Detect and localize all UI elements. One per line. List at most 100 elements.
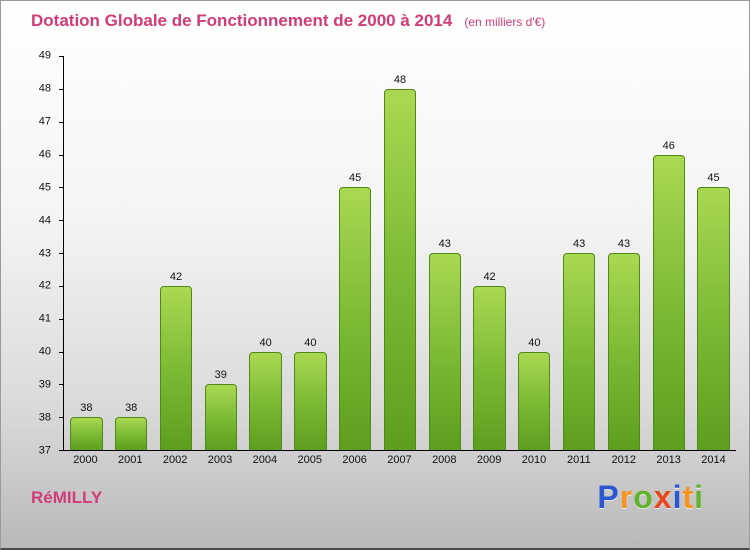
bar	[339, 187, 372, 450]
y-tick-mark	[59, 253, 64, 254]
y-tick-mark	[59, 187, 64, 189]
bar-value-label: 46	[662, 139, 675, 152]
y-tick-mark	[59, 417, 64, 419]
bar-slot: 38	[64, 56, 109, 450]
x-tick-label: 2014	[701, 454, 726, 466]
bar-value-label: 45	[707, 172, 720, 185]
bar	[383, 88, 417, 450]
bar	[159, 285, 193, 450]
bar-value-label: 42	[169, 270, 183, 283]
bar	[115, 417, 148, 450]
bar-slot: 39	[198, 56, 243, 450]
bar	[473, 285, 506, 450]
bar-slot: 40	[243, 56, 288, 450]
x-axis-labels: 2000 2001 2002 2003 2004 2005 2006 2007 2008 2009…	[63, 454, 736, 466]
bar-value-label: 48	[393, 73, 407, 86]
bar-value-label: 42	[483, 270, 496, 283]
x-tick-label: 2009	[476, 454, 502, 466]
logo-letter: x	[653, 479, 673, 515]
bar	[294, 351, 327, 450]
x-tick-label: 2012	[611, 454, 636, 466]
bar-slot: 46	[646, 56, 691, 450]
x-tick-label: 2007	[387, 454, 412, 466]
bar-slot: 43	[602, 56, 647, 450]
x-tick-label: 2004	[252, 454, 278, 466]
y-tick-label: 38	[38, 411, 51, 424]
bar	[518, 351, 551, 450]
bar-slot: 43	[557, 56, 602, 450]
y-tick-label: 37	[38, 444, 51, 457]
x-tick-label: 2003	[207, 454, 233, 466]
bar	[428, 253, 461, 450]
bar-value-label: 43	[573, 238, 586, 250]
y-tick-label: 47	[38, 115, 51, 128]
bar-slot: 48	[378, 56, 423, 450]
y-tick-mark	[59, 285, 64, 287]
x-tick-label: 2002	[162, 454, 188, 466]
chart-title: Dotation Globale de Fonctionnement de 20…	[31, 11, 453, 30]
y-tick-mark	[59, 88, 64, 90]
bar-slot: 45	[691, 56, 736, 450]
bar	[249, 351, 282, 450]
bar	[697, 187, 730, 450]
bar-slot: 42	[154, 56, 199, 450]
plot-area: 38 38 42 39 40 40 45 48 43 42 40 43 43 46 45	[59, 56, 736, 451]
logo-letter: t	[682, 479, 695, 515]
bar-value-label: 38	[80, 402, 93, 415]
y-tick-label: 42	[38, 279, 51, 292]
logo-letter: r	[619, 479, 634, 515]
location-label: RéMILLY	[31, 488, 103, 507]
bar-value-label: 40	[528, 336, 541, 349]
y-tick-mark	[59, 121, 64, 123]
bar-value-label: 43	[617, 238, 631, 250]
logo-letter: i	[672, 479, 683, 515]
y-axis: 49 48 47 46 45 44 43 42 41 40 39 38 37	[1, 50, 59, 456]
y-tick-mark	[59, 56, 64, 57]
bar-slot: 42	[467, 56, 512, 450]
y-tick-mark	[59, 384, 64, 386]
x-tick-label: 2008	[432, 454, 457, 466]
y-tick-label: 39	[38, 378, 51, 391]
x-tick-label: 2011	[567, 454, 591, 466]
chart-header: Dotation Globale de Fonctionnement de 20…	[31, 11, 545, 31]
y-tick-label: 46	[38, 148, 51, 161]
y-tick-label: 41	[38, 312, 51, 325]
logo-letter: P	[597, 479, 620, 515]
bar	[607, 253, 641, 450]
bar-value-label: 43	[438, 238, 451, 250]
y-tick-mark	[59, 220, 64, 222]
y-tick-mark	[59, 450, 64, 451]
bar	[652, 154, 685, 450]
x-tick-label: 2013	[656, 454, 681, 466]
bar	[204, 384, 237, 450]
y-tick-mark	[59, 318, 64, 320]
y-tick-mark	[59, 154, 64, 156]
bar-slot: 45	[333, 56, 378, 450]
y-tick-label: 40	[38, 345, 51, 358]
x-tick-label: 2001	[118, 454, 143, 466]
bar-slot: 40	[512, 56, 557, 450]
bar-value-label: 40	[304, 336, 317, 349]
bar-slot: 43	[422, 56, 467, 450]
bar-value-label: 38	[125, 402, 138, 415]
bar-value-label: 40	[259, 336, 272, 349]
bar	[563, 253, 596, 450]
y-tick-mark	[59, 351, 64, 353]
x-tick-label: 2005	[297, 454, 322, 466]
y-tick-label: 43	[38, 247, 51, 259]
y-tick-label: 44	[38, 214, 51, 227]
bar-value-label: 45	[349, 172, 362, 185]
proxiti-logo: Proxiti	[597, 479, 704, 516]
bar-value-label: 39	[214, 369, 227, 382]
x-tick-label: 2010	[521, 454, 547, 466]
y-tick-label: 49	[38, 49, 51, 62]
x-tick-label: 2006	[342, 454, 367, 466]
bar	[70, 417, 103, 450]
y-tick-label: 45	[38, 181, 51, 194]
chart-unit-label: (en milliers d'€)	[464, 15, 546, 29]
bar-slot: 38	[109, 56, 154, 450]
y-tick-label: 48	[38, 82, 51, 95]
x-tick-label: 2000	[73, 454, 98, 466]
logo-letter: i	[694, 479, 704, 515]
